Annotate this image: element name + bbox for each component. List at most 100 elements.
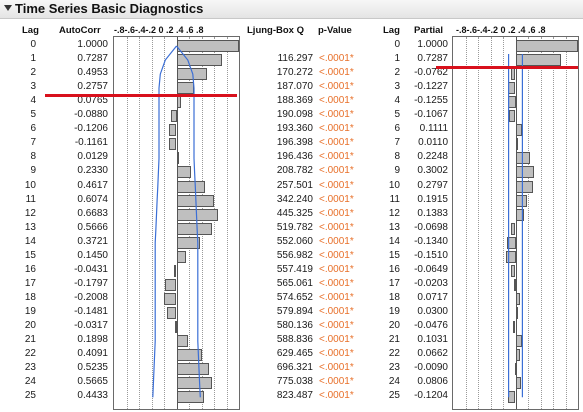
ljung-box-q-value: 342.240 [276,193,313,205]
gridline [553,37,554,409]
header-lag: Lag [22,25,39,36]
p-value: <.0001* [319,109,354,121]
lag-value: 5 [394,109,400,121]
partial-bar [515,180,533,193]
autocorr-bar [167,306,177,319]
partial-value: -0.1510 [414,249,448,261]
p-value: <.0001* [319,277,354,289]
p-value: <.0001* [319,67,354,79]
lag-value: 19 [24,305,36,317]
lag-value: 15 [388,249,400,261]
lag-value: 3 [30,81,36,93]
ljung-box-q-value: 574.652 [276,291,313,303]
partial-value: 0.0806 [417,376,448,388]
p-value: <.0001* [319,221,354,233]
lag-value: 2 [30,67,36,79]
autocorr-bar [176,96,182,109]
partial-bar [514,363,517,376]
lag-value: 14 [388,235,400,247]
autocorr-bar [176,377,212,390]
partial-value: 0.2248 [417,151,448,163]
autocorr-value: 0.4433 [77,390,108,402]
autocorr-bar [176,82,194,95]
autocorr-bar [176,68,208,81]
partial-value: -0.0762 [414,67,448,79]
ljung-box-q-value: 187.070 [276,81,313,93]
lag-value: 18 [24,291,36,303]
lag-value: 16 [24,263,36,275]
lag-value: 5 [30,109,36,121]
autocorr-bar [176,236,200,249]
header-ljung-box-q: Ljung-Box Q [247,25,304,36]
autocorr-bar [171,110,177,123]
lower-confidence-line [152,45,177,398]
lag-value: 12 [388,207,400,219]
partial-plot [452,36,579,410]
lag-value: 20 [24,320,36,331]
autocorr-value: 0.4091 [77,348,108,360]
red-reference-line [45,93,237,97]
autocorr-value: 0.2757 [77,81,108,93]
partial-bar [506,250,516,263]
lag-value: 2 [394,67,400,79]
autocorr-value: 0.7287 [77,53,108,65]
p-value: <.0001* [319,81,354,93]
autocorr-plot [113,36,240,410]
ljung-box-q-value: 629.465 [276,348,313,360]
partial-bar [515,208,525,221]
autocorr-bar [176,363,210,376]
partial-value: -0.1340 [414,235,448,247]
partial-value: 1.0000 [417,39,448,50]
lag-value: 3 [394,81,400,93]
lag-value: 22 [24,348,36,360]
ljung-box-q-value: 588.836 [276,334,313,346]
lag-value: 10 [24,179,36,191]
p-value: <.0001* [319,165,354,177]
autocorr-bar [176,391,205,404]
partial-bar [515,292,520,305]
panel-title-bar[interactable]: Time Series Basic Diagnostics [0,0,583,19]
confidence-band-curve [152,45,201,398]
autocorr-value: -0.2008 [74,291,108,303]
p-value: <.0001* [319,263,354,275]
ljung-box-q-value: 257.501 [276,179,313,191]
lag-value: 7 [30,137,36,149]
lag-value: 8 [30,151,36,163]
partial-value: 0.1111 [419,123,448,135]
partial-bar [515,194,528,207]
lag-value: 4 [30,95,36,107]
header-partial: Partial [414,25,444,36]
partial-value: -0.1067 [414,109,448,121]
p-value: <.0001* [319,305,354,317]
ljung-box-q-value: 579.894 [276,305,313,317]
partial-value: 0.3002 [417,165,448,177]
autocorr-bar [176,335,189,348]
gridline [540,37,542,409]
lag-value: 8 [394,151,400,163]
partial-value: 0.1031 [417,334,448,346]
header-partial-scale: -.8-.6-.4-.2 0 .2 .4 .6 .8 [456,25,546,35]
lag-value: 25 [24,390,36,402]
autocorr-value: 0.5666 [77,221,108,233]
autocorr-value: 0.5665 [77,376,108,388]
partial-value: -0.0649 [414,263,448,275]
lag-value: 24 [388,376,400,388]
lag-value: 4 [394,95,400,107]
gridline [164,37,165,409]
lag-value: 11 [389,193,400,205]
autocorr-value: -0.1206 [74,123,108,135]
autocorr-value: 0.1450 [77,249,108,261]
disclosure-triangle-icon[interactable] [4,5,12,11]
autocorr-bar [176,222,212,235]
partial-bar [511,222,516,235]
gridline [151,37,153,409]
autocorr-value: 0.4953 [77,67,108,79]
partial-bar [515,335,522,348]
lag-value: 0 [30,39,36,50]
lag-value: 24 [24,376,36,388]
ljung-box-q-value: 580.136 [276,320,313,331]
autocorr-bar [176,208,219,221]
p-value: <.0001* [319,291,354,303]
lag-value: 23 [388,362,400,374]
header-lag-partial: Lag [383,25,400,36]
